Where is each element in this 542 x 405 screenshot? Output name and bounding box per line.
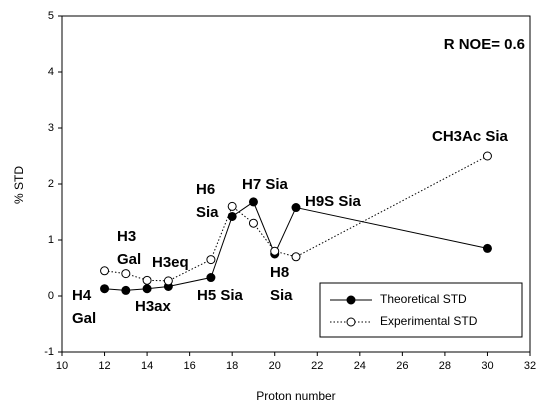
series-line <box>104 201 488 291</box>
y-tick-label: 1 <box>48 234 54 246</box>
y-tick-label: 4 <box>48 66 54 78</box>
data-point <box>163 276 173 286</box>
x-tick-label: 26 <box>396 360 408 372</box>
data-point <box>121 269 131 279</box>
data-point <box>270 246 280 256</box>
data-point <box>100 266 110 276</box>
data-point <box>206 273 216 283</box>
data-point <box>206 255 216 265</box>
series-line <box>104 155 488 282</box>
y-tick-label: 3 <box>48 122 54 134</box>
annotation: Gal <box>72 310 96 327</box>
y-tick-label: -1 <box>44 346 54 358</box>
annotation: Gal <box>117 251 141 268</box>
annotation: CH3Ac Sia <box>432 128 509 145</box>
y-tick-label: 2 <box>48 178 54 190</box>
x-tick-label: 30 <box>481 360 493 372</box>
annotation: H5 Sia <box>197 287 244 304</box>
annotation: H7 Sia <box>242 176 289 193</box>
annotation: R NOE= 0.6 <box>444 36 525 53</box>
data-point <box>227 211 237 221</box>
annotation: Sia <box>196 204 219 221</box>
data-point <box>100 284 110 294</box>
x-tick-label: 12 <box>98 360 110 372</box>
data-point <box>142 275 152 285</box>
data-point <box>227 201 237 211</box>
data-point <box>248 197 258 207</box>
x-tick-label: 14 <box>141 360 153 372</box>
x-axis-label: Proton number <box>256 389 335 403</box>
x-tick-label: 28 <box>439 360 451 372</box>
data-point <box>482 151 492 161</box>
annotation: H4 <box>72 287 92 304</box>
y-axis-label: % STD <box>12 166 26 204</box>
legend-label: Theoretical STD <box>380 292 467 306</box>
data-point <box>482 243 492 253</box>
data-point <box>291 252 301 262</box>
data-point <box>248 218 258 228</box>
x-tick-label: 18 <box>226 360 238 372</box>
annotation: Sia <box>270 287 293 304</box>
annotation: H3eq <box>152 254 189 271</box>
annotation: H8 <box>270 264 289 281</box>
annotation: H9S Sia <box>305 193 362 210</box>
x-tick-label: 22 <box>311 360 323 372</box>
legend-box <box>319 282 523 338</box>
data-point <box>142 284 152 294</box>
x-tick-label: 24 <box>354 360 366 372</box>
x-tick-label: 32 <box>524 360 536 372</box>
data-point <box>291 203 301 213</box>
legend-marker <box>346 295 356 305</box>
x-tick-label: 20 <box>269 360 281 372</box>
y-tick-label: 0 <box>48 290 54 302</box>
annotation: H6 <box>196 181 215 198</box>
legend-label: Experimental STD <box>380 314 478 328</box>
x-tick-label: 10 <box>56 360 68 372</box>
annotation: H3 <box>117 228 136 245</box>
y-tick-label: 5 <box>48 10 54 22</box>
annotation: H3ax <box>135 298 172 315</box>
data-point <box>121 285 131 295</box>
x-tick-label: 16 <box>184 360 196 372</box>
legend-marker <box>346 317 356 327</box>
